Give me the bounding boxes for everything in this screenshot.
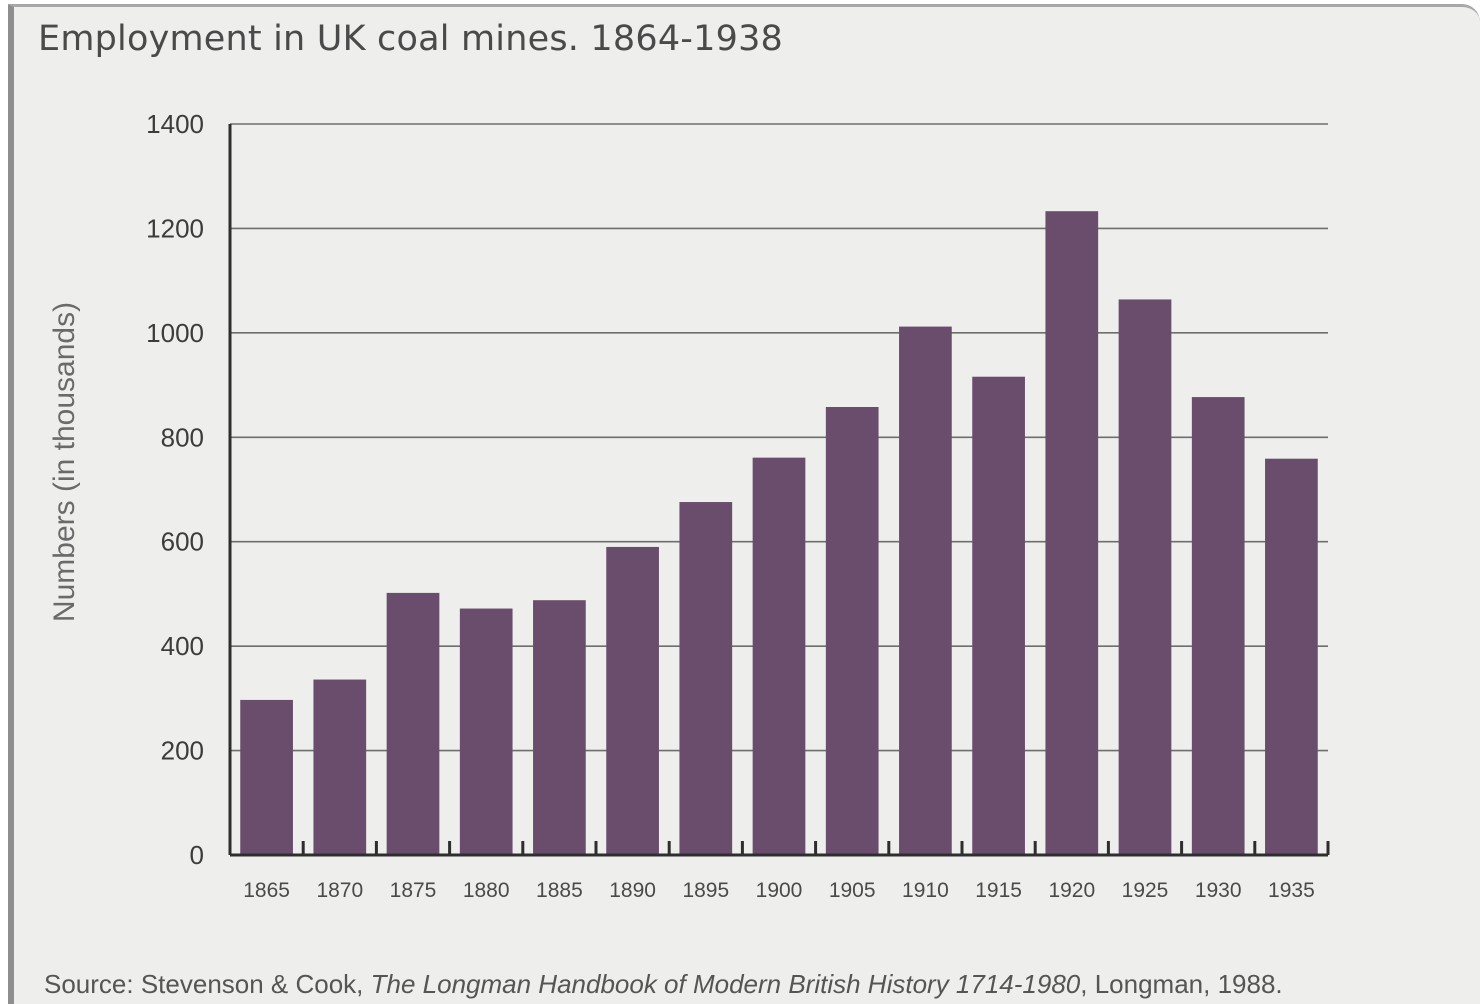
x-tick-label: 1875 bbox=[390, 879, 437, 902]
bar-1900 bbox=[752, 457, 806, 855]
x-tick-label: 1925 bbox=[1122, 879, 1169, 902]
y-tick-label: 1000 bbox=[146, 318, 204, 348]
source-prefix: Source: Stevenson & Cook, bbox=[44, 969, 371, 999]
source-citation: Source: Stevenson & Cook, The Longman Ha… bbox=[44, 969, 1283, 1000]
x-tick-label: 1885 bbox=[536, 879, 583, 902]
y-tick-label: 1400 bbox=[146, 109, 204, 139]
source-suffix: , Longman, 1988. bbox=[1080, 969, 1283, 999]
x-tick-label: 1900 bbox=[756, 879, 803, 902]
x-tick-label: 1915 bbox=[975, 879, 1022, 902]
x-tick-label: 1880 bbox=[463, 879, 510, 902]
bar-1865 bbox=[240, 699, 293, 855]
bar-1875 bbox=[386, 592, 440, 855]
x-tick-label: 1890 bbox=[609, 879, 656, 902]
bar-1905 bbox=[825, 407, 879, 855]
x-tick-label: 1930 bbox=[1195, 879, 1242, 902]
x-tick-labels: 1865 1870 1875 1880 1885 1890 1895 1900 1905 1910… bbox=[243, 879, 1315, 902]
chart-title: Employment in UK coal mines. 1864-1938 bbox=[38, 19, 784, 59]
bars bbox=[240, 211, 1318, 855]
bar-1895 bbox=[679, 502, 733, 855]
x-tick-label: 1870 bbox=[316, 879, 363, 902]
y-tick-label: 400 bbox=[161, 631, 204, 661]
chart-panel: Employment in UK coal mines. 1864-1938 0… bbox=[8, 4, 1480, 1004]
y-tick-label: 1200 bbox=[146, 213, 204, 243]
bar-1930 bbox=[1191, 397, 1245, 855]
y-tick-label: 600 bbox=[161, 527, 204, 557]
x-tick-label: 1935 bbox=[1268, 879, 1315, 902]
bar-1870 bbox=[313, 679, 367, 855]
bar-1890 bbox=[606, 546, 659, 855]
source-book-title: The Longman Handbook of Modern British H… bbox=[370, 969, 1081, 999]
x-tick-label: 1865 bbox=[243, 879, 290, 902]
bar-1910 bbox=[899, 326, 952, 855]
x-tick-label: 1895 bbox=[682, 879, 729, 902]
y-axis-title: Numbers (in thousands) bbox=[48, 302, 81, 622]
axes bbox=[228, 124, 1330, 857]
x-tick-label: 1905 bbox=[829, 879, 876, 902]
bar-1925 bbox=[1118, 299, 1172, 855]
bar-1935 bbox=[1265, 458, 1318, 855]
bar-1915 bbox=[972, 376, 1025, 855]
bar-1885 bbox=[533, 600, 586, 855]
bar-1920 bbox=[1045, 211, 1099, 855]
x-tick-label: 1910 bbox=[902, 879, 949, 902]
bar-1880 bbox=[459, 608, 513, 855]
y-tick-label: 800 bbox=[161, 422, 204, 452]
y-tick-label: 200 bbox=[161, 736, 204, 766]
y-tick-label: 0 bbox=[190, 840, 204, 870]
x-tick-label: 1920 bbox=[1048, 879, 1095, 902]
y-tick-labels: 0 200 400 600 800 1000 1200 1400 bbox=[146, 109, 204, 870]
